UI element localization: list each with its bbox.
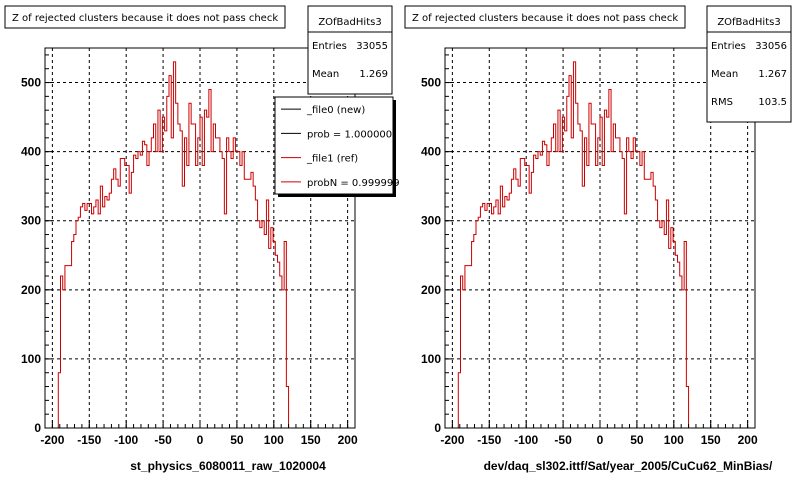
stats-value: 1.269 — [359, 69, 388, 80]
x-tick-label: -50 — [154, 433, 172, 447]
stats-label: Mean — [312, 69, 339, 80]
y-tick-label: 500 — [21, 76, 41, 90]
stats-name: ZOfBadHits3 — [717, 17, 780, 28]
x-tick-label: -200 — [440, 433, 464, 447]
x-tick-label: 200 — [338, 433, 358, 447]
x-tick-label: -150 — [477, 433, 501, 447]
legend-entry: prob = 1.000000 — [307, 129, 392, 140]
chart-panel-1: -200 -150 -100 -50 0 50 100 150 200 0 100 200 300 400… — [4, 5, 400, 473]
stats-label: Mean — [711, 69, 738, 80]
x-tick-label: -100 — [514, 433, 538, 447]
legend-entry: probN = 0.999999 — [307, 178, 400, 189]
title-box — [4, 5, 286, 29]
x-tick-label: 0 — [597, 433, 604, 447]
x-tick-label: -150 — [77, 433, 101, 447]
stats-label: Entries — [312, 41, 347, 52]
x-tick-label: 100 — [664, 433, 684, 447]
x-axis-label: st_physics_6080011_raw_1020004 — [130, 459, 326, 473]
y-tick-label: 300 — [21, 214, 41, 228]
chart-title: Z of rejected clusters because it does n… — [412, 13, 678, 24]
stats-value: 33055 — [356, 41, 388, 52]
stats-value: 1.267 — [758, 69, 787, 80]
stats-name: ZOfBadHits3 — [318, 17, 381, 28]
y-tick-label: 0 — [434, 421, 441, 435]
histogram-series-1 — [56, 61, 291, 429]
chart-panel-2: -200 -150 -100 -50 0 50 100 150 200 0 100 200 300 400… — [404, 5, 792, 473]
stats-label: Entries — [711, 41, 746, 52]
x-tick-label: 50 — [230, 433, 244, 447]
x-tick-label: -50 — [554, 433, 572, 447]
legend-box — [274, 96, 394, 195]
stats-value: 103.5 — [758, 97, 787, 108]
x-tick-label: 150 — [701, 433, 721, 447]
stats-label: RMS — [711, 97, 733, 108]
legend-entry: _file0 (new) — [306, 105, 365, 116]
histogram-series-1 — [456, 61, 691, 429]
y-tick-label: 300 — [421, 214, 441, 228]
y-tick-label: 100 — [21, 352, 41, 366]
legend: _file0 (new) prob = 1.000000 _file1 (ref) p… — [274, 96, 400, 197]
y-tick-label: 400 — [421, 145, 441, 159]
x-axis-label: dev/daq_sl302.ittf/Sat/year_2005/CuCu62_… — [484, 459, 773, 473]
title-box — [404, 5, 686, 29]
legend-entry: _file1 (ref) — [306, 154, 358, 165]
x-tick-label: 50 — [630, 433, 644, 447]
x-tick-label: -200 — [40, 433, 64, 447]
y-tick-label: 200 — [21, 283, 41, 297]
x-tick-label: 100 — [264, 433, 284, 447]
chart-title: Z of rejected clusters because it does n… — [12, 13, 278, 24]
stats-box — [706, 5, 792, 123]
y-tick-label: 400 — [21, 145, 41, 159]
y-tick-label: 100 — [421, 352, 441, 366]
stats-value: 33056 — [755, 41, 787, 52]
x-tick-label: -100 — [114, 433, 138, 447]
x-tick-label: 200 — [738, 433, 758, 447]
x-tick-label: 0 — [197, 433, 204, 447]
stats-box — [307, 5, 393, 95]
y-tick-label: 0 — [34, 421, 41, 435]
y-tick-label: 200 — [421, 283, 441, 297]
y-tick-label: 500 — [421, 76, 441, 90]
x-tick-label: 150 — [301, 433, 321, 447]
